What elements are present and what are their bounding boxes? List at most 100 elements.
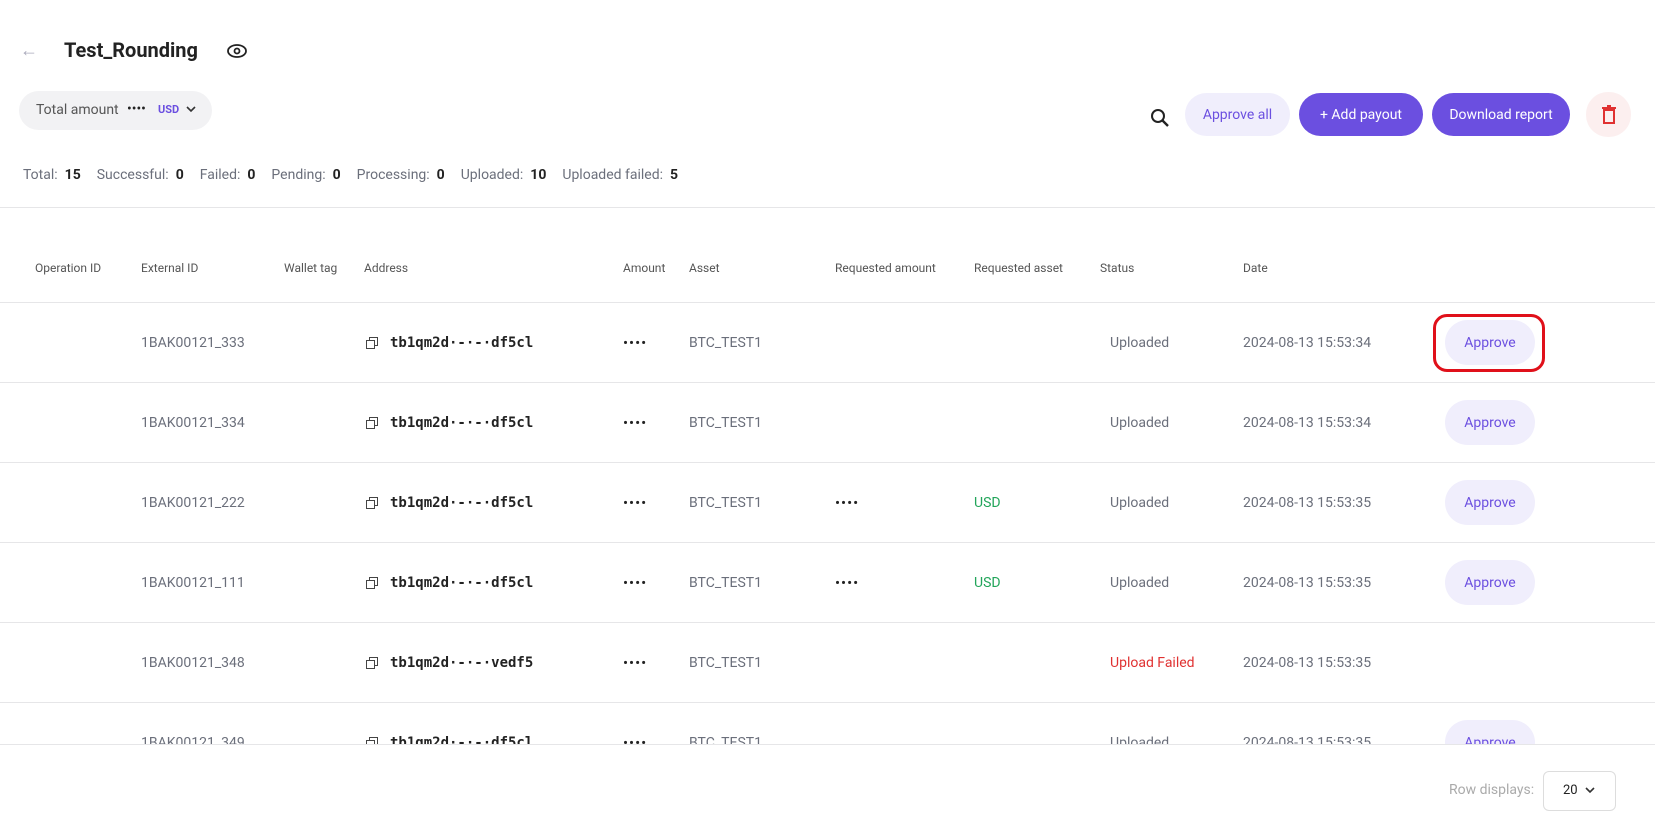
stat: Uploaded: 10: [461, 167, 547, 183]
approve-button[interactable]: Approve: [1445, 320, 1535, 365]
copy-icon[interactable]: [366, 303, 378, 383]
stat-label: Uploaded:: [460, 167, 524, 183]
asset: BTC_TEST1: [689, 575, 762, 591]
stat-label: Successful:: [96, 167, 169, 183]
stat: Pending: 0: [271, 167, 340, 183]
stat-value: 5: [670, 167, 679, 183]
external-id: 1BAK00121_333: [141, 335, 245, 351]
table-body: 1BAK00121_333 tb1qm2d·-·-·df5cl •••• BTC_TE…: [0, 302, 1655, 744]
asset: BTC_TEST1: [689, 415, 762, 431]
amount: ••••: [623, 654, 648, 672]
copy-glyph: [366, 577, 378, 589]
stat-label: Failed:: [199, 167, 241, 183]
status: Uploaded: [1110, 575, 1170, 591]
copy-glyph: [366, 657, 378, 669]
column-header: Amount: [623, 261, 666, 275]
approve-button[interactable]: Approve: [1445, 400, 1535, 445]
stats-bar: Total: 15 Successful: 0 Failed: 0 Pending: 0 Pro…: [23, 167, 678, 183]
requested-asset: USD: [974, 575, 1001, 591]
stat-label: Processing:: [356, 167, 430, 183]
asset: BTC_TEST1: [689, 495, 762, 511]
divider: [0, 207, 1655, 208]
title: Test_Rounding: [64, 38, 198, 62]
external-id: 1BAK00121_222: [141, 495, 245, 511]
copy-glyph: [366, 497, 378, 509]
table-row: 1BAK00121_348 tb1qm2d·-·-·vedf5 •••• BTC_TE…: [0, 622, 1655, 703]
asset: BTC_TEST1: [689, 335, 762, 351]
external-id: 1BAK00121_348: [141, 655, 245, 671]
date: 2024-08-13 15:53:34: [1243, 415, 1372, 431]
row-displays-select[interactable]: 20: [1543, 771, 1616, 811]
copy-icon[interactable]: [366, 703, 378, 744]
trash-icon: [1601, 104, 1616, 124]
column-header: Requested asset: [974, 261, 1063, 275]
status: Upload Failed: [1110, 655, 1195, 671]
approve-button[interactable]: Approve: [1445, 560, 1535, 605]
column-header: Wallet tag: [284, 261, 338, 275]
row-displays-value: 20: [1563, 783, 1578, 798]
requested-amount: ••••: [835, 494, 860, 512]
footer: Row displays: 20: [0, 744, 1655, 831]
column-header: Asset: [689, 261, 720, 275]
column-header: Address: [364, 261, 409, 275]
stat-label: Total:: [23, 167, 58, 183]
chevron: [186, 106, 196, 113]
column-header: Operation ID: [35, 261, 102, 275]
stat: Total: 15: [23, 167, 81, 183]
address: tb1qm2d·-·-·df5cl: [390, 735, 534, 744]
status: Uploaded: [1110, 495, 1170, 511]
date: 2024-08-13 15:53:34: [1243, 335, 1372, 351]
amount: ••••: [623, 494, 648, 512]
eye-icon[interactable]: [226, 43, 248, 59]
table-row: 1BAK00121_333 tb1qm2d·-·-·df5cl •••• BTC_TE…: [0, 302, 1655, 383]
stat-label: Pending:: [271, 167, 326, 183]
table-row: 1BAK00121_334 tb1qm2d·-·-·df5cl •••• BTC_TE…: [0, 382, 1655, 463]
copy-icon[interactable]: [366, 383, 378, 463]
stat: Successful: 0: [97, 167, 184, 183]
date: 2024-08-13 15:53:35: [1243, 735, 1372, 744]
asset: BTC_TEST1: [689, 655, 762, 671]
back-button[interactable]: ←: [20, 40, 38, 61]
search-icon[interactable]: [1150, 108, 1170, 128]
row-displays-label: Row displays:: [1449, 782, 1535, 798]
external-id: 1BAK00121_349: [141, 735, 245, 744]
address: tb1qm2d·-·-·vedf5: [390, 655, 534, 671]
approve-all-button[interactable]: Approve all: [1185, 93, 1290, 136]
column-header: Status: [1100, 261, 1135, 275]
copy-icon[interactable]: [366, 623, 378, 703]
total-amount-value: ••••: [127, 101, 146, 117]
date: 2024-08-13 15:53:35: [1243, 655, 1372, 671]
status: Uploaded: [1110, 415, 1170, 431]
stat-value: 0: [175, 167, 184, 183]
copy-glyph: [366, 737, 378, 744]
copy-icon[interactable]: [366, 463, 378, 543]
amount: ••••: [623, 574, 648, 592]
column-header: External ID: [141, 261, 199, 275]
total-amount-pill[interactable]: Total amount •••• USD: [19, 91, 212, 130]
asset: BTC_TEST1: [689, 735, 762, 744]
approve-button[interactable]: Approve: [1445, 720, 1535, 744]
address: tb1qm2d·-·-·df5cl: [390, 415, 534, 431]
status: Uploaded: [1110, 735, 1170, 744]
highlight-box: [1433, 314, 1545, 372]
amount: ••••: [623, 334, 648, 352]
approve-button[interactable]: Approve: [1445, 480, 1535, 525]
address: tb1qm2d·-·-·df5cl: [390, 335, 534, 351]
copy-icon[interactable]: [366, 543, 378, 623]
date: 2024-08-13 15:53:35: [1243, 575, 1372, 591]
column-header: Date: [1243, 261, 1268, 275]
download-report-button[interactable]: Download report: [1432, 93, 1570, 136]
add-payout-button[interactable]: + Add payout: [1299, 93, 1423, 136]
amount: ••••: [623, 414, 648, 432]
currency[interactable]: USD: [158, 103, 180, 116]
delete-button[interactable]: [1586, 92, 1631, 137]
date: 2024-08-13 15:53:35: [1243, 495, 1372, 511]
external-id: 1BAK00121_334: [141, 415, 245, 431]
chevron: [1585, 787, 1595, 794]
stat-value: 0: [332, 167, 341, 183]
requested-asset: USD: [974, 495, 1001, 511]
requested-amount: ••••: [835, 574, 860, 592]
amount: ••••: [623, 734, 648, 744]
stat: Uploaded failed: 5: [562, 167, 678, 183]
